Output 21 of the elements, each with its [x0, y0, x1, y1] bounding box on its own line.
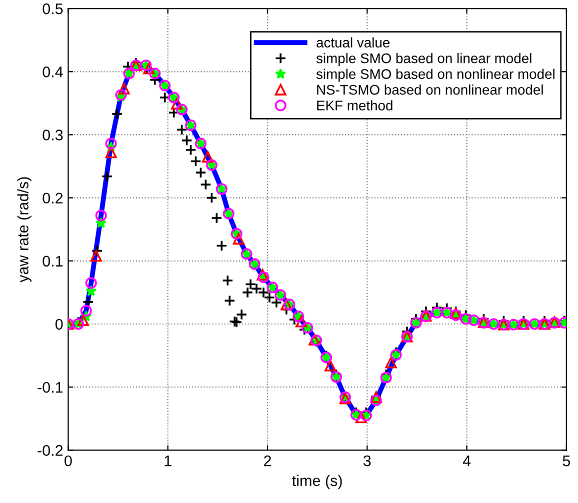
legend-label: simple SMO based on linear model: [316, 53, 532, 66]
legend-label: EKF method: [317, 100, 392, 110]
y-tick-label: 0.4: [42, 66, 63, 78]
x-tick-label: 1: [164, 456, 172, 466]
x-tick-label: 0: [64, 455, 72, 466]
y-tick-label: -0.1: [38, 382, 63, 393]
y-tick-label: 0: [55, 318, 63, 330]
y-axis-title: yaw rate (rad/s): [17, 177, 32, 282]
y-tick-label: 0.2: [42, 192, 63, 204]
y-tick-label: -0.2: [38, 445, 63, 456]
y-tick-label: 0.3: [42, 130, 63, 140]
x-tick-label: 3: [363, 455, 371, 466]
legend-label: actual value: [316, 37, 390, 48]
y-tick-label: 0.1: [42, 256, 63, 267]
x-tick-label: 5: [562, 456, 570, 466]
x-tick-label: 2: [264, 455, 271, 466]
x-tick-label: 4: [462, 456, 471, 466]
legend-label: NS-TSMO based on nonlinear model: [317, 84, 543, 95]
legend-label: simple SMO based on nonlinear model: [316, 68, 554, 82]
x-axis-title: time (s): [292, 474, 342, 490]
y-tick-label: 0.5: [42, 3, 63, 14]
